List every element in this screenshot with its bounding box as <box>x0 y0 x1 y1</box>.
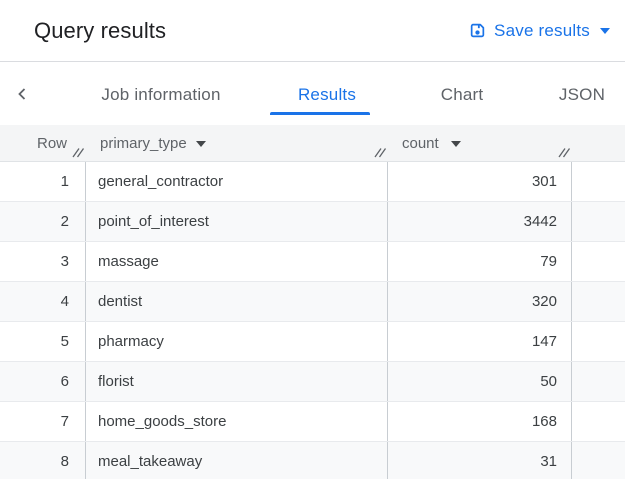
tab-json[interactable]: JSON <box>558 85 606 104</box>
tab-chart[interactable]: Chart <box>440 85 484 104</box>
table-row[interactable]: 7 home_goods_store 168 <box>0 402 625 442</box>
row-number-cell: 1 <box>0 162 86 201</box>
column-header-filler <box>572 125 625 161</box>
primary-type-cell: point_of_interest <box>86 202 388 241</box>
tab-bar: Job information Results Chart JSON <box>0 62 625 125</box>
primary-type-cell: home_goods_store <box>86 402 388 441</box>
primary-type-cell: dentist <box>86 282 388 321</box>
row-number-cell: 8 <box>0 442 86 479</box>
column-resize-handle-icon[interactable] <box>557 146 571 158</box>
row-number-cell: 3 <box>0 242 86 281</box>
count-cell: 301 <box>388 162 572 201</box>
row-number-cell: 6 <box>0 362 86 401</box>
primary-type-cell: meal_takeaway <box>86 442 388 479</box>
sort-dropdown-icon[interactable] <box>450 141 461 147</box>
count-cell: 31 <box>388 442 572 479</box>
row-number-cell: 2 <box>0 202 86 241</box>
column-resize-handle-icon[interactable] <box>373 146 387 158</box>
filler-cell <box>572 442 625 479</box>
column-label-primary-type: primary_type <box>100 134 187 152</box>
table-header-row: Row primary_type count <box>0 125 625 162</box>
filler-cell <box>572 402 625 441</box>
row-number-cell: 5 <box>0 322 86 361</box>
active-tab-underline <box>270 112 370 115</box>
column-header-count[interactable]: count <box>388 125 572 161</box>
primary-type-cell: general_contractor <box>86 162 388 201</box>
filler-cell <box>572 322 625 361</box>
tab-results[interactable]: Results <box>297 85 357 104</box>
save-icon <box>470 23 485 38</box>
filler-cell <box>572 282 625 321</box>
primary-type-cell: massage <box>86 242 388 281</box>
table-row[interactable]: 3 massage 79 <box>0 242 625 282</box>
sort-dropdown-icon[interactable] <box>195 141 206 147</box>
results-table-body: 1 general_contractor 301 2 point_of_inte… <box>0 162 625 479</box>
save-results-button[interactable]: Save results <box>469 21 610 41</box>
row-number-cell: 7 <box>0 402 86 441</box>
title-bar: Query results Save results <box>0 0 625 62</box>
count-cell: 50 <box>388 362 572 401</box>
column-resize-handle-icon[interactable] <box>71 146 85 158</box>
count-cell: 320 <box>388 282 572 321</box>
tab-job-information[interactable]: Job information <box>101 85 221 104</box>
table-row[interactable]: 6 florist 50 <box>0 362 625 402</box>
save-results-label: Save results <box>494 20 590 40</box>
row-number-cell: 4 <box>0 282 86 321</box>
primary-type-cell: pharmacy <box>86 322 388 361</box>
chevron-left-icon <box>18 88 26 100</box>
count-cell: 79 <box>388 242 572 281</box>
page-title: Query results <box>34 17 167 43</box>
count-cell: 168 <box>388 402 572 441</box>
column-header-row: Row <box>0 125 86 161</box>
column-label-row: Row <box>36 134 67 152</box>
count-cell: 147 <box>388 322 572 361</box>
table-row[interactable]: 1 general_contractor 301 <box>0 162 625 202</box>
caret-down-icon <box>600 27 610 34</box>
collapse-panel-button[interactable] <box>15 86 31 102</box>
column-label-count: count <box>402 134 439 152</box>
filler-cell <box>572 162 625 201</box>
table-row[interactable]: 5 pharmacy 147 <box>0 322 625 362</box>
filler-cell <box>572 242 625 281</box>
filler-cell <box>572 202 625 241</box>
table-row[interactable]: 8 meal_takeaway 31 <box>0 442 625 479</box>
count-cell: 3442 <box>388 202 572 241</box>
primary-type-cell: florist <box>86 362 388 401</box>
table-row[interactable]: 2 point_of_interest 3442 <box>0 202 625 242</box>
column-header-primary-type[interactable]: primary_type <box>86 125 388 161</box>
filler-cell <box>572 362 625 401</box>
table-row[interactable]: 4 dentist 320 <box>0 282 625 322</box>
